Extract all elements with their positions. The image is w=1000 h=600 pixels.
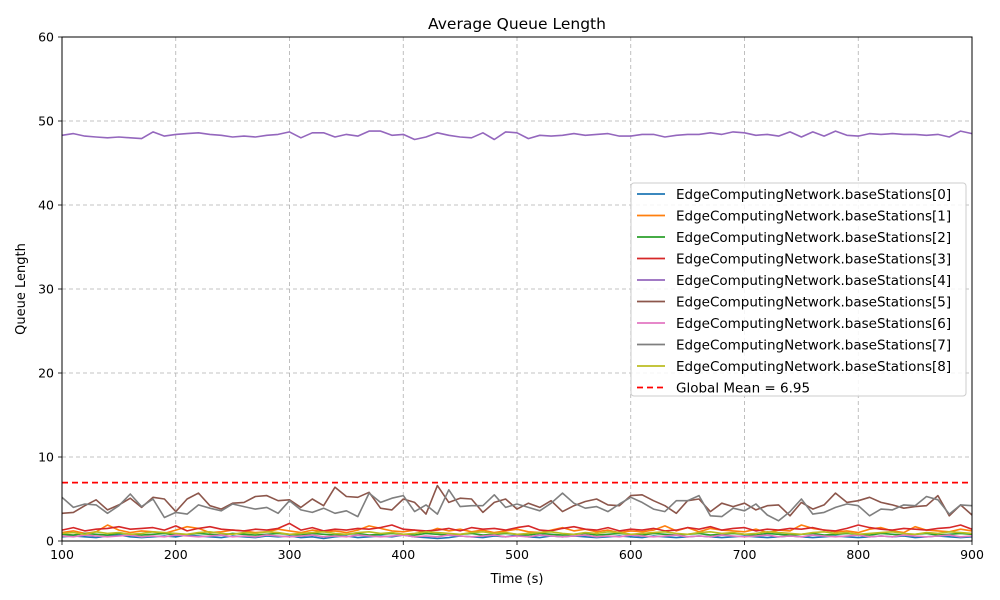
x-tick-label: 500 [505,547,529,562]
legend-label-3: EdgeComputingNetwork.baseStations[3] [676,252,951,268]
series-line-5 [61,484,973,517]
legend-label-0: EdgeComputingNetwork.baseStations[0] [676,187,951,203]
series-line-3 [61,522,973,532]
x-tick-label: 300 [278,547,302,562]
series-line-8 [61,530,973,536]
x-tick-label: 900 [960,547,984,562]
legend-label-1: EdgeComputingNetwork.baseStations[1] [676,209,951,225]
legend-label-9: Global Mean = 6.95 [676,381,810,397]
x-tick-label: 200 [164,547,188,562]
x-tick-label: 800 [846,547,870,562]
legend: EdgeComputingNetwork.baseStations[0] Edge… [630,182,967,397]
legend-label-5: EdgeComputingNetwork.baseStations[5] [676,295,951,311]
x-axis-label: Time (s) [490,572,544,587]
y-tick-label: 10 [38,450,54,465]
chart-title: Average Queue Length [428,15,606,33]
y-tick-label: 60 [38,30,54,45]
series-line-6 [61,534,973,538]
series-line-7 [61,488,973,522]
legend-label-2: EdgeComputingNetwork.baseStations[2] [676,230,951,246]
x-tick-label: 400 [391,547,415,562]
legend-label-4: EdgeComputingNetwork.baseStations[4] [676,273,951,289]
series-line-4 [61,130,973,141]
y-tick-label: 40 [38,198,54,213]
legend-label-6: EdgeComputingNetwork.baseStations[6] [676,316,951,332]
legend-label-8: EdgeComputingNetwork.baseStations[8] [676,359,951,375]
axis-ticks: 100 200 300 400 500 600 700 800 900 0 10 20 30 40 50 60 [38,30,984,563]
legend-items: EdgeComputingNetwork.baseStations[0] Edge… [637,187,951,397]
x-tick-label: 100 [50,547,74,562]
y-tick-label: 30 [38,282,54,297]
y-tick-label: 50 [38,114,54,129]
y-axis-label: Queue Length [14,243,29,335]
legend-label-7: EdgeComputingNetwork.baseStations[7] [676,338,951,354]
series-lines [61,130,973,540]
y-tick-label: 20 [38,366,54,381]
x-tick-label: 700 [733,547,757,562]
y-tick-label: 0 [46,534,54,549]
legend-frame [630,182,967,397]
x-tick-label: 600 [619,547,643,562]
